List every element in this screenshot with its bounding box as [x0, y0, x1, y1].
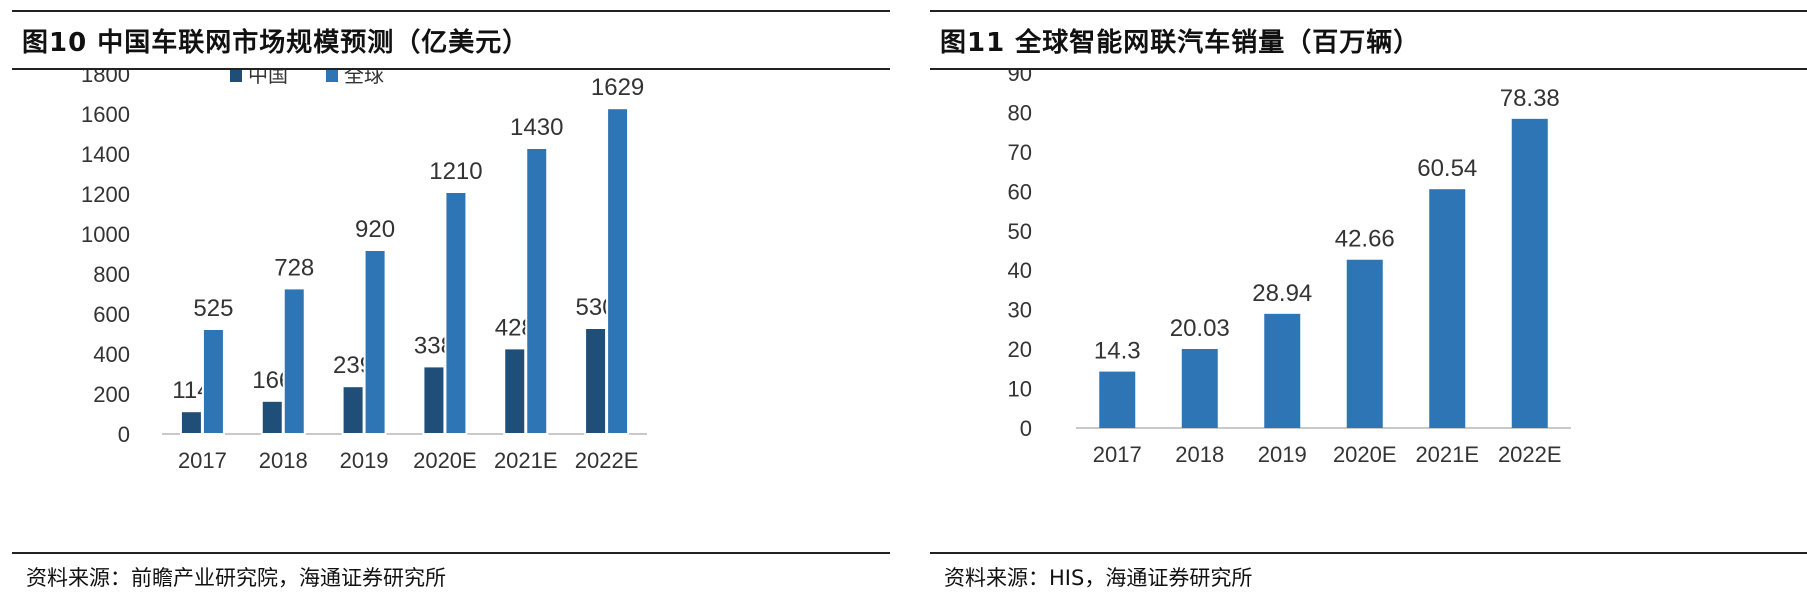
right-data-label: 20.03: [1170, 315, 1230, 342]
left-y-tick-label: 1600: [81, 102, 130, 127]
right-y-tick-label: 40: [1008, 258, 1032, 283]
left-source: 资料来源：前瞻产业研究院，海通证券研究所: [26, 566, 446, 590]
left-data-label: 525: [193, 295, 233, 322]
right-x-tick-label: 2017: [1093, 442, 1142, 467]
right-y-tick-label: 80: [1008, 100, 1032, 125]
right-bar: [1181, 348, 1218, 428]
left-y-tick-label: 400: [93, 342, 130, 367]
right-data-label: 60.54: [1417, 155, 1477, 182]
right-y-tick-label: 0: [1020, 416, 1032, 441]
left-bar: [201, 328, 225, 435]
left-chart: 0200400600800100012001400160018002017114…: [81, 70, 647, 473]
left-bar: [584, 327, 608, 435]
right-x-tick-label: 2018: [1175, 442, 1224, 467]
right-data-label: 78.38: [1500, 85, 1560, 112]
left-x-tick-label: 2018: [259, 448, 308, 473]
left-title-bar: 图10 中国车联网市场规模预测（亿美元）: [12, 10, 890, 70]
right-bar: [1346, 259, 1383, 428]
left-data-label: 1210: [429, 158, 482, 185]
left-bar: [606, 107, 630, 435]
right-chart-title: 图11 全球智能网联汽车销量（百万辆）: [940, 27, 1421, 58]
left-y-tick-label: 1800: [81, 70, 130, 87]
right-chart: 0 10 20 30 40 50 60 70 80 90 2017 14.3 2018 20.03 2019…: [1008, 70, 1571, 467]
left-panel: 图10 中国车联网市场规模预测（亿美元） 0 200 400 600 800 1000 12…: [0, 0, 890, 604]
right-title-bar: 图11 全球智能网联汽车销量（百万辆）: [930, 10, 1807, 70]
left-bar: [341, 385, 365, 436]
left-legend-swatch: [230, 70, 242, 82]
right-data-label: 14.3: [1094, 338, 1141, 365]
left-y-tick-label: 600: [93, 302, 130, 327]
right-y-tick-label: 90: [1008, 70, 1032, 86]
left-y-tick-label: 200: [93, 382, 130, 407]
left-bar: [422, 365, 446, 435]
left-data-label: 920: [355, 216, 395, 243]
right-x-tick-label: 2021E: [1415, 442, 1479, 467]
left-x-tick-label: 2019: [340, 448, 389, 473]
right-y-tick-label: 70: [1008, 140, 1032, 165]
right-x-tick-label: 2022E: [1498, 442, 1562, 467]
left-bar: [260, 399, 284, 435]
left-bar: [444, 191, 468, 435]
right-data-label: 42.66: [1335, 226, 1395, 253]
left-chart-area: 0 200 400 600 800 1000 1200 1400 1600 1800 2017 114…: [12, 70, 890, 550]
right-y-tick-label: 10: [1008, 377, 1032, 402]
right-y-tick-label: 20: [1008, 337, 1032, 362]
left-x-tick-label: 2021E: [494, 448, 558, 473]
left-y-tick-label: 800: [93, 262, 130, 287]
left-chart-title: 图10 中国车联网市场规模预测（亿美元）: [22, 27, 530, 58]
left-data-label: 1629: [591, 74, 644, 101]
right-data-label: 28.94: [1252, 280, 1312, 307]
right-y-tick-label: 30: [1008, 298, 1032, 323]
right-y-tick-label: 50: [1008, 219, 1032, 244]
right-source-bar: 资料来源：HIS，海通证券研究所: [930, 552, 1807, 600]
left-bar: [282, 287, 306, 435]
left-x-tick-label: 2017: [178, 448, 227, 473]
right-x-tick-label: 2019: [1258, 442, 1307, 467]
right-panel: 图11 全球智能网联汽车销量（百万辆） 0 10 20 30 40 50 60 70 80 90 2…: [918, 0, 1807, 604]
right-source: 资料来源：HIS，海通证券研究所: [944, 566, 1253, 590]
right-bar: [1429, 189, 1466, 428]
right-x-tick-label: 2020E: [1333, 442, 1397, 467]
left-data-label: 1430: [510, 114, 563, 141]
left-y-tick-label: 0: [118, 422, 130, 447]
left-bar: [503, 347, 527, 435]
left-bar: [525, 147, 549, 435]
right-bar: [1099, 371, 1136, 428]
left-legend-swatch: [326, 70, 338, 82]
left-source-bar: 资料来源：前瞻产业研究院，海通证券研究所: [12, 552, 890, 600]
left-data-label: 728: [274, 254, 314, 281]
left-bar: [179, 410, 203, 436]
left-x-tick-label: 2020E: [413, 448, 477, 473]
left-x-tick-label: 2022E: [575, 448, 639, 473]
right-bar: [1264, 313, 1301, 428]
left-y-tick-label: 1200: [81, 182, 130, 207]
right-chart-area: 0 10 20 30 40 50 60 70 80 90 2017 14.3 2018 20.03 2019…: [930, 70, 1807, 550]
left-legend-label: 全球: [344, 70, 384, 87]
right-y-tick-label: 60: [1008, 179, 1032, 204]
right-bar: [1511, 118, 1548, 428]
left-bar: [363, 249, 387, 435]
left-y-tick-label: 1000: [81, 222, 130, 247]
left-legend-label: 中国: [248, 70, 288, 87]
left-y-tick-label: 1400: [81, 142, 130, 167]
